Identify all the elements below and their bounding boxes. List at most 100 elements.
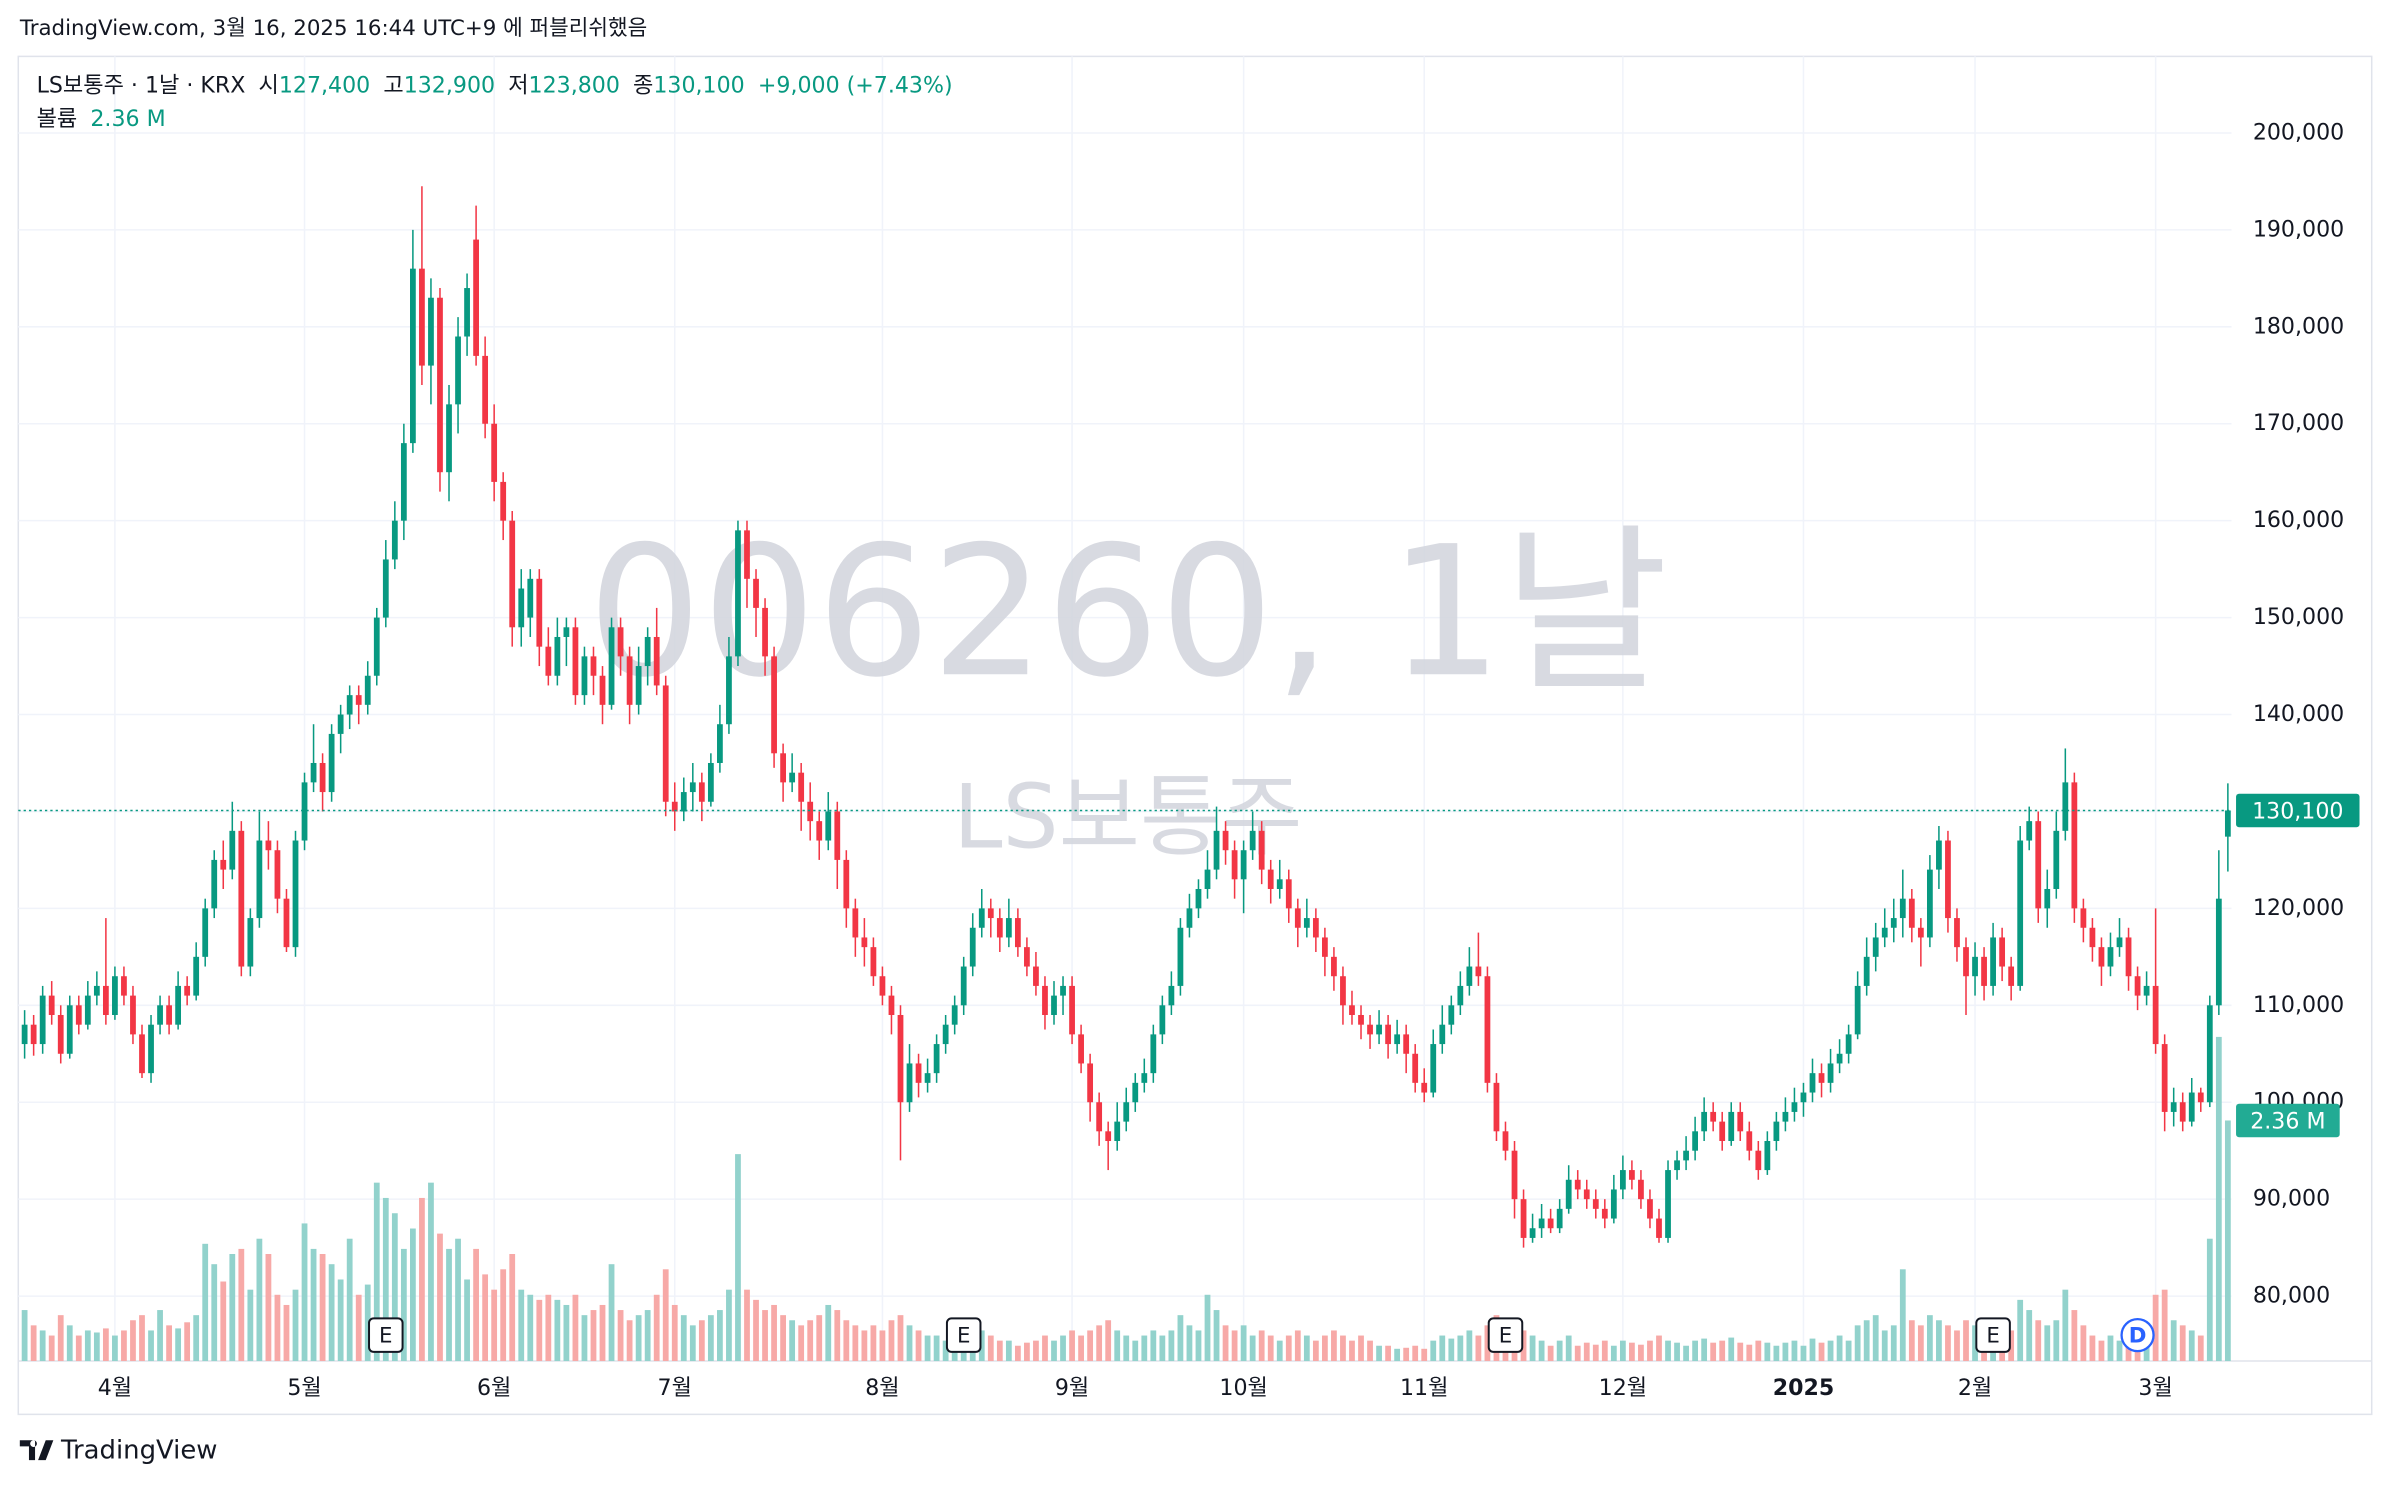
- volume-bar: [527, 1294, 534, 1362]
- volume-bar: [1267, 1335, 1274, 1362]
- volume-tag: [2236, 1103, 2340, 1138]
- candle-body: [1899, 898, 1906, 919]
- volume-bar: [1800, 1345, 1807, 1362]
- candle-body: [391, 520, 398, 560]
- y-tick-label: 80,000: [2253, 1283, 2330, 1309]
- x-tick-label: 4월: [98, 1375, 132, 1401]
- candle-body: [1204, 869, 1211, 889]
- candle-body: [1511, 1150, 1518, 1200]
- candle-body: [66, 1005, 73, 1054]
- volume-bar: [464, 1279, 470, 1362]
- volume-bar: [1150, 1330, 1157, 1362]
- candle-body: [1367, 1024, 1373, 1035]
- candle-body: [1665, 1170, 1671, 1238]
- volume-bar: [93, 1332, 100, 1362]
- candle-body: [834, 811, 841, 860]
- candle-body: [319, 762, 326, 793]
- volume-bar: [1954, 1330, 1960, 1362]
- volume-bar: [1132, 1340, 1139, 1362]
- candle-body: [680, 792, 687, 812]
- watermark-name: LS보통주: [953, 765, 1302, 868]
- candle-body: [1177, 927, 1184, 986]
- volume-bar: [789, 1320, 796, 1362]
- candle-body: [1267, 869, 1274, 889]
- volume-bar: [509, 1254, 516, 1362]
- candle-body: [726, 656, 732, 725]
- candle-body: [2125, 937, 2132, 977]
- volume-bar: [1430, 1340, 1437, 1362]
- volume-bar: [301, 1223, 308, 1362]
- candle-body: [139, 1034, 145, 1074]
- volume-bar: [653, 1294, 660, 1362]
- candle-body: [1827, 1063, 1834, 1083]
- candle-body: [1800, 1092, 1807, 1103]
- candle-body: [1132, 1082, 1139, 1103]
- volume-bar: [843, 1320, 850, 1362]
- event-label: D: [2129, 1324, 2147, 1349]
- volume-bar: [1195, 1330, 1202, 1362]
- volume-bar: [1547, 1345, 1554, 1362]
- candle-body: [112, 976, 118, 1015]
- volume-bar: [635, 1315, 642, 1362]
- candle-body: [563, 627, 570, 637]
- volume-bar: [1042, 1335, 1048, 1362]
- candle-body: [2116, 937, 2123, 948]
- candle-body: [707, 762, 714, 802]
- candle-body: [175, 985, 182, 1025]
- candle-body: [2188, 1092, 2195, 1122]
- candle-body: [671, 801, 678, 812]
- volume-bar: [482, 1274, 489, 1362]
- volume-bar: [1159, 1335, 1166, 1362]
- candle-body: [2017, 840, 2024, 986]
- candle-body: [960, 966, 967, 1006]
- candle-body: [1737, 1111, 1744, 1132]
- candle-body: [1809, 1073, 1816, 1093]
- candle-body: [1981, 956, 1987, 986]
- logo-icon: [19, 1440, 54, 1461]
- candle-body: [1213, 830, 1220, 870]
- x-tick-label: 2월: [1958, 1375, 1992, 1401]
- candle-body: [1024, 947, 1030, 967]
- candle-body: [102, 985, 109, 1015]
- candle-body: [2152, 985, 2159, 1045]
- candle-body: [852, 908, 859, 938]
- candle-body: [653, 636, 660, 686]
- candle-body: [780, 753, 786, 783]
- candle-body: [1773, 1121, 1780, 1142]
- candle-body: [1764, 1141, 1771, 1171]
- volume-legend: 볼륨 2.36 M: [37, 105, 166, 131]
- candle-body: [1683, 1150, 1689, 1161]
- volume-bar: [112, 1335, 118, 1362]
- legend-label: 볼륨: [37, 105, 78, 131]
- candle-body: [1755, 1150, 1762, 1171]
- candle-body: [617, 627, 624, 657]
- volume-bar: [1078, 1335, 1084, 1362]
- candle-body: [1647, 1199, 1653, 1219]
- candle-body: [1195, 888, 1202, 909]
- y-tick-label: 200,000: [2253, 119, 2344, 145]
- volume-bar: [1005, 1340, 1012, 1362]
- candle-body: [1285, 879, 1292, 909]
- volume-bar: [1096, 1325, 1103, 1362]
- volume-bar: [1294, 1330, 1301, 1362]
- candle-body: [1872, 937, 1879, 957]
- volume-bar: [48, 1335, 55, 1362]
- y-tick-label: 90,000: [2253, 1186, 2330, 1212]
- volume-bar: [75, 1335, 82, 1362]
- candle-body: [148, 1024, 154, 1074]
- volume-bar: [193, 1315, 200, 1362]
- candle-body: [1376, 1024, 1382, 1035]
- volume-bar: [1024, 1342, 1030, 1362]
- candle-body: [1845, 1034, 1852, 1054]
- volume-bar: [84, 1330, 91, 1362]
- candle-body: [2098, 947, 2105, 967]
- volume-bar: [1629, 1342, 1635, 1362]
- candle-body: [1340, 976, 1346, 1006]
- candle-body: [1322, 937, 1328, 957]
- volume-bar: [1656, 1335, 1662, 1362]
- x-tick-label: 2025: [1773, 1375, 1835, 1401]
- volume-bar: [328, 1264, 335, 1362]
- volume-bar: [563, 1304, 570, 1362]
- candle-body: [229, 830, 236, 870]
